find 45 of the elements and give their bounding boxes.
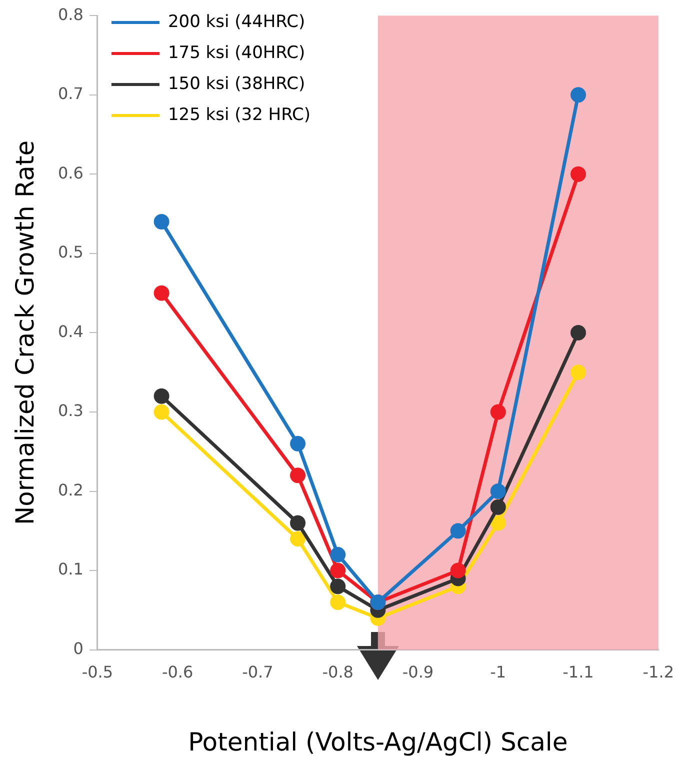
point bbox=[450, 523, 466, 539]
y-tick-label: 0.2 bbox=[58, 480, 84, 500]
point bbox=[490, 499, 506, 515]
point bbox=[154, 214, 170, 230]
point bbox=[570, 364, 586, 380]
x-tick-label: -0.7 bbox=[242, 662, 274, 682]
x-tick-label: -0.9 bbox=[402, 662, 434, 682]
point bbox=[330, 594, 346, 610]
y-tick-label: 0 bbox=[73, 638, 84, 658]
y-tick-label: 0.5 bbox=[58, 242, 84, 262]
point bbox=[490, 404, 506, 420]
point bbox=[290, 531, 306, 547]
legend-label: 175 ksi (40HRC) bbox=[168, 42, 306, 63]
point bbox=[330, 546, 346, 562]
point bbox=[570, 166, 586, 182]
point bbox=[290, 436, 306, 452]
legend-label: 125 ksi (32 HRC) bbox=[168, 104, 311, 125]
y-tick-label: 0.7 bbox=[58, 84, 84, 104]
x-tick-label: -0.5 bbox=[82, 662, 114, 682]
point bbox=[330, 578, 346, 594]
point bbox=[450, 562, 466, 578]
x-tick-label: -1.2 bbox=[642, 662, 674, 682]
y-tick-label: 0.3 bbox=[58, 401, 84, 420]
point bbox=[154, 404, 170, 420]
x-tick-label: -1.1 bbox=[562, 662, 594, 682]
x-tick-label: -0.6 bbox=[162, 662, 194, 682]
y-tick-label: 0.4 bbox=[58, 322, 84, 341]
x-axis-title: Potential (Volts-Ag/AgCl) Scale bbox=[188, 728, 568, 756]
point bbox=[330, 562, 346, 578]
y-tick-label: 0.6 bbox=[58, 163, 84, 182]
point bbox=[290, 468, 306, 484]
x-tick-label: -0.8 bbox=[322, 662, 354, 682]
point bbox=[290, 515, 306, 531]
legend-label: 200 ksi (44HRC) bbox=[168, 12, 306, 32]
point bbox=[570, 87, 586, 103]
y-axis-title: Normalized Crack Growth Rate bbox=[10, 140, 40, 526]
point bbox=[154, 285, 170, 301]
y-tick-label: 0.1 bbox=[58, 560, 84, 579]
point bbox=[490, 515, 506, 531]
legend-label: 150 ksi (38HRC) bbox=[168, 74, 306, 94]
point bbox=[490, 484, 506, 499]
y-tick-label: 0.8 bbox=[58, 4, 84, 24]
point bbox=[570, 324, 586, 340]
point bbox=[154, 388, 170, 404]
x-tick-label: -1 bbox=[490, 662, 506, 682]
